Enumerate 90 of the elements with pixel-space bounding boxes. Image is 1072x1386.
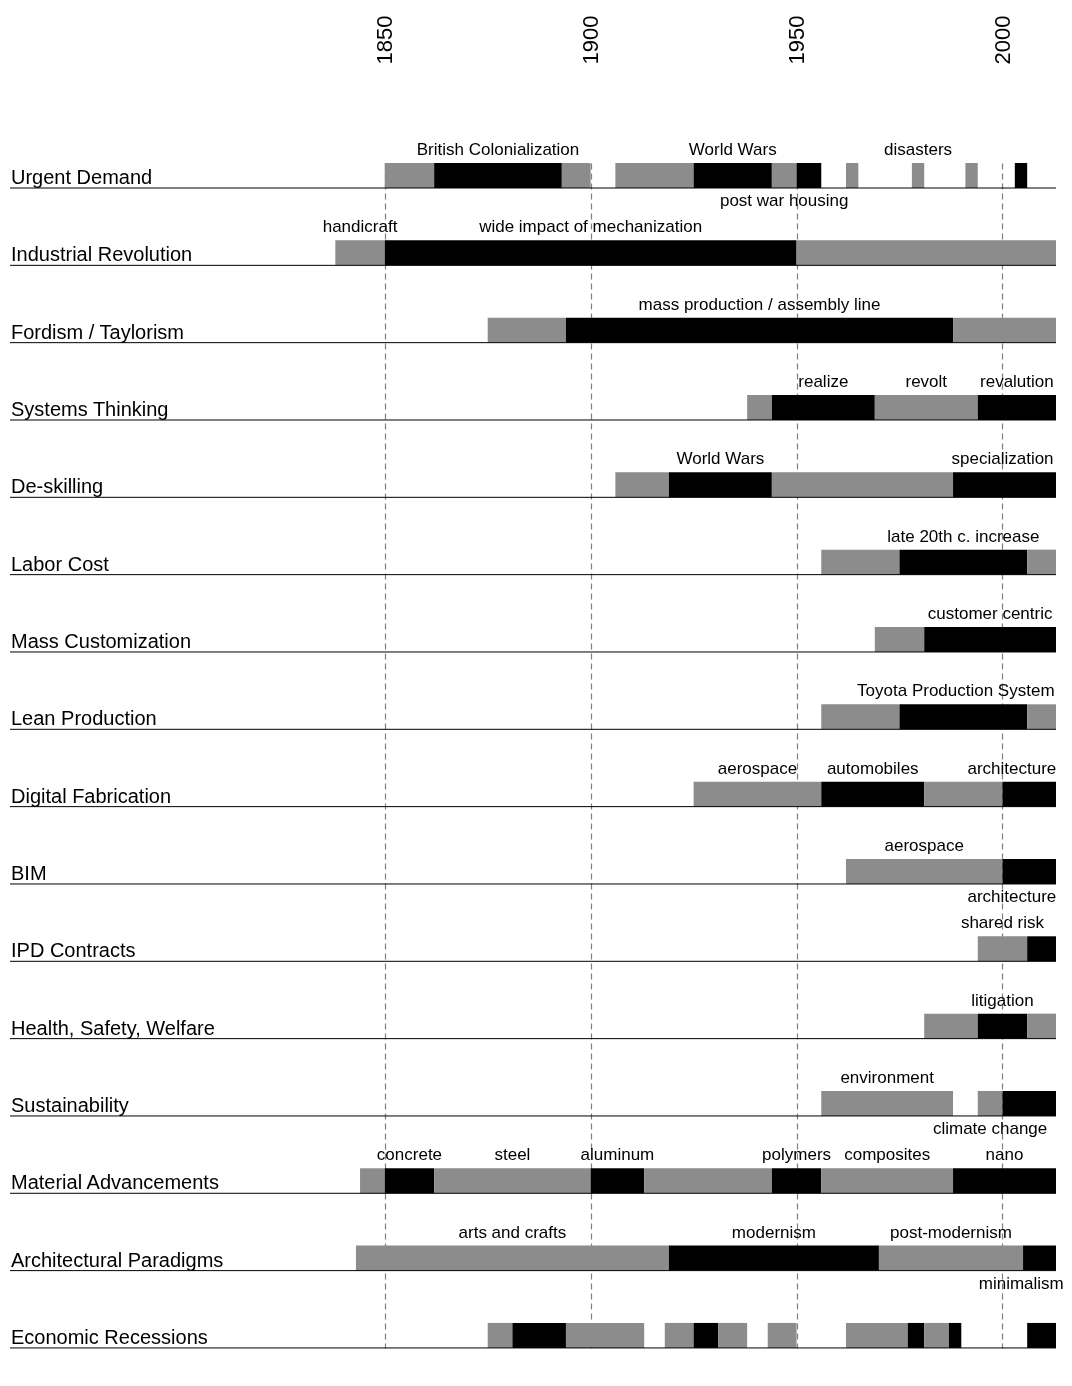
bar: [747, 394, 772, 420]
y-tick-label: Economic Recessions: [11, 1325, 208, 1348]
y-tick-label: De-skilling: [11, 475, 104, 498]
bar: [874, 626, 925, 652]
bar: [953, 317, 1056, 343]
y-tick-label: Labor Cost: [11, 552, 110, 575]
data-label: specialization: [951, 449, 1054, 469]
data-label: customer centric: [927, 603, 1053, 623]
bar: [434, 1168, 591, 1194]
data-label: realize: [798, 371, 849, 391]
bar: [384, 163, 435, 188]
data-label: handicraft: [322, 217, 398, 237]
data-label: polymers: [762, 1145, 832, 1165]
data-label: revalution: [980, 371, 1054, 391]
data-label: post-modernism: [890, 1222, 1012, 1242]
y-tick-label: Mass Customization: [11, 629, 192, 652]
bar: [821, 704, 900, 730]
bar: [771, 163, 797, 188]
y-tick-label: Fordism / Taylorism: [11, 320, 184, 343]
x-tick-label: 1950: [784, 15, 810, 65]
bar: [335, 240, 385, 266]
data-label: steel: [494, 1145, 531, 1165]
data-label: modernism: [731, 1222, 816, 1242]
bar: [487, 1322, 513, 1348]
data-label: litigation: [971, 990, 1034, 1010]
data-label: arts and crafts: [458, 1222, 567, 1242]
bar: [821, 1168, 954, 1194]
data-label: shared risk: [960, 913, 1045, 933]
bar: [360, 1168, 385, 1194]
bar: [615, 472, 669, 498]
data-label: World Wars: [676, 449, 765, 469]
bar: [977, 936, 1028, 962]
bar: [845, 858, 1003, 884]
data-label: post war housing: [719, 191, 849, 210]
y-tick-label: Digital Fabrication: [11, 784, 172, 807]
y-tick-label: Systems Thinking: [11, 397, 169, 420]
data-label: British Colonialization: [416, 140, 580, 159]
y-tick-label: Urgent Demand: [11, 166, 153, 188]
bar: [924, 1322, 949, 1348]
data-label: late 20th c. increase: [887, 526, 1040, 546]
data-label: climate change: [932, 1118, 1048, 1138]
data-label: World Wars: [688, 140, 777, 159]
y-tick-label: Industrial Revolution: [11, 243, 193, 266]
data-label: architecture: [967, 758, 1057, 778]
data-label: aerospace: [884, 835, 964, 855]
y-tick-label: Material Advancements: [11, 1171, 219, 1194]
data-label: revolt: [905, 371, 948, 391]
y-tick-label: Health, Safety, Welfare: [11, 1016, 215, 1039]
data-label: environment: [840, 1067, 935, 1087]
data-label: mass production / assembly line: [638, 294, 881, 314]
bar: [845, 1322, 908, 1348]
data-label: wide impact of mechanization: [478, 217, 703, 237]
y-tick-label: Architectural Paradigms: [11, 1248, 224, 1271]
bar: [767, 1322, 797, 1348]
bar: [718, 1322, 748, 1348]
data-label: concrete: [376, 1145, 443, 1165]
bar: [355, 1245, 669, 1271]
bar: [821, 549, 900, 575]
data-label: aerospace: [717, 758, 798, 778]
bar: [965, 163, 978, 188]
bar: [1027, 704, 1056, 730]
x-tick-label: 2000: [989, 15, 1015, 65]
bar: [1027, 549, 1056, 575]
y-tick-label: Sustainability: [11, 1093, 129, 1116]
data-label: disasters: [884, 140, 953, 159]
data-label: automobiles: [826, 758, 919, 778]
bar: [821, 1090, 954, 1116]
bar: [924, 781, 1003, 807]
bar: [924, 1013, 978, 1039]
x-tick-label: 1850: [372, 15, 398, 65]
bar: [693, 781, 822, 807]
bar: [1027, 1013, 1056, 1039]
bar: [796, 240, 1056, 266]
bar: [878, 1245, 1024, 1271]
bar: [874, 394, 978, 420]
y-tick-label: IPD Contracts: [11, 939, 136, 962]
data-label: architecture: [967, 886, 1057, 906]
data-label: aluminum: [580, 1145, 655, 1165]
bar: [565, 1322, 645, 1348]
data-label: nano: [985, 1145, 1024, 1165]
bar: [845, 163, 859, 188]
data-label: Toyota Production System: [857, 681, 1055, 701]
data-label: minimalism: [978, 1273, 1064, 1293]
x-tick-label: 1900: [578, 15, 604, 65]
bar: [771, 472, 954, 498]
bar: [561, 163, 591, 188]
y-tick-label: BIM: [11, 861, 47, 884]
data-label: composites: [844, 1145, 931, 1165]
y-tick-label: Lean Production: [11, 707, 157, 730]
bar: [487, 317, 566, 343]
